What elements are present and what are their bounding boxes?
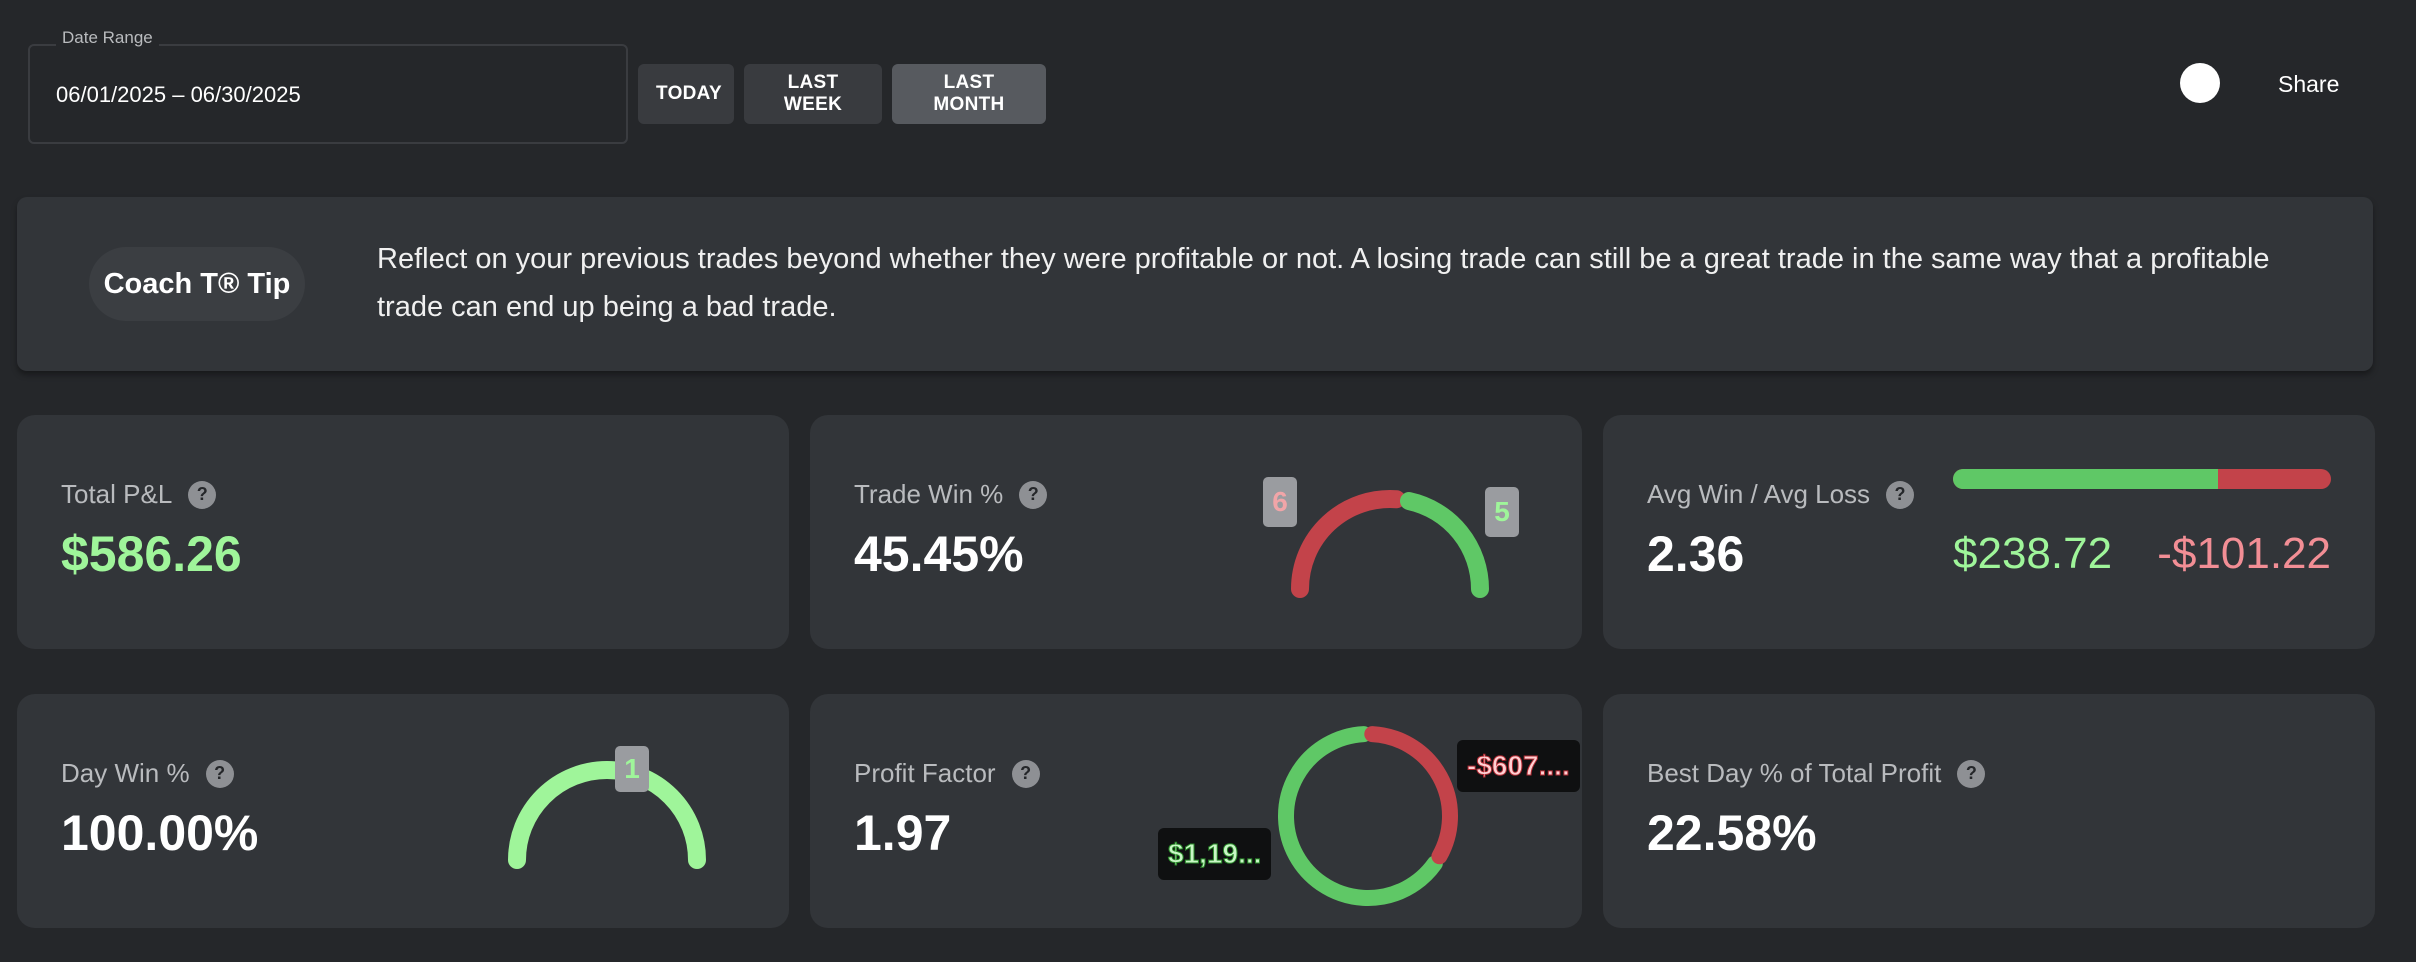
avg-win-loss-card: Avg Win / Avg Loss ? 2.36 $238.72 -$101.… bbox=[1603, 415, 2375, 649]
coach-tip-banner: Coach T® Tip Reflect on your previous tr… bbox=[17, 197, 2373, 371]
trade-win-arc bbox=[1400, 492, 1489, 598]
day-win-arc bbox=[508, 761, 706, 869]
coach-tip-text: Reflect on your previous trades beyond w… bbox=[377, 243, 2270, 323]
trade-win-gauge bbox=[1291, 490, 1489, 598]
date-range-value: 06/01/2025 – 06/30/2025 bbox=[56, 82, 301, 107]
today-button[interactable]: TODAY bbox=[638, 64, 734, 124]
profit-factor-donut bbox=[1278, 726, 1458, 906]
date-range-label: Date Range bbox=[56, 28, 159, 48]
avg-win-loss-label: Avg Win / Avg Loss ? bbox=[1647, 479, 1915, 510]
total-pnl-label: Total P&L ? bbox=[61, 479, 217, 510]
date-range-field[interactable]: Date Range 06/01/2025 – 06/30/2025 bbox=[28, 28, 628, 144]
avg-win-loss-label-text: Avg Win / Avg Loss bbox=[1647, 479, 1871, 509]
gross-loss-tooltip: -$607.... bbox=[1457, 740, 1580, 792]
help-icon[interactable]: ? bbox=[1011, 759, 1040, 788]
win-loss-ratio-bar bbox=[1953, 469, 2331, 489]
total-pnl-label-text: Total P&L bbox=[61, 479, 173, 509]
win-ratio-fill bbox=[1953, 469, 2218, 489]
day-win-gauge bbox=[508, 761, 706, 869]
profit-factor-label: Profit Factor ? bbox=[854, 758, 1040, 789]
profit-factor-value: 1.97 bbox=[854, 805, 952, 861]
theme-toggle[interactable] bbox=[2180, 63, 2220, 103]
trade-win-label-text: Trade Win % bbox=[854, 479, 1004, 509]
trade-win-card: Trade Win % ? 45.45% 6 5 bbox=[810, 415, 1582, 649]
trade-loss-count-badge: 6 bbox=[1263, 477, 1297, 527]
last-month-button[interactable]: LAST MONTH bbox=[892, 64, 1046, 124]
gross-loss-arc bbox=[1364, 726, 1458, 865]
day-win-count-badge: 1 bbox=[615, 746, 649, 792]
total-pnl-card: Total P&L ? $586.26 bbox=[17, 415, 789, 649]
avg-win-value: $238.72 bbox=[1953, 529, 2113, 578]
trade-win-label: Trade Win % ? bbox=[854, 479, 1048, 510]
gross-profit-tooltip: $1,19... bbox=[1158, 828, 1272, 880]
day-win-value: 100.00% bbox=[61, 805, 259, 861]
profit-factor-label-text: Profit Factor bbox=[854, 758, 996, 788]
help-icon[interactable]: ? bbox=[1019, 480, 1048, 509]
trade-win-value: 45.45% bbox=[854, 526, 1024, 582]
avg-loss-value: -$101.22 bbox=[2157, 529, 2331, 578]
help-icon[interactable]: ? bbox=[1886, 480, 1915, 509]
trade-win-count-badge: 5 bbox=[1485, 487, 1519, 537]
help-icon[interactable]: ? bbox=[188, 480, 217, 509]
profit-factor-card: Profit Factor ? 1.97 $1,19... -$607.... bbox=[810, 694, 1582, 928]
day-win-card: Day Win % ? 100.00% 1 bbox=[17, 694, 789, 928]
avg-win-loss-value: 2.36 bbox=[1647, 526, 1745, 582]
last-week-button[interactable]: LAST WEEK bbox=[744, 64, 882, 124]
best-day-card: Best Day % of Total Profit ? 22.58% bbox=[1603, 694, 2375, 928]
trade-loss-arc bbox=[1291, 490, 1406, 598]
share-button[interactable]: Share bbox=[2258, 64, 2359, 104]
coach-tip-badge: Coach T® Tip bbox=[89, 247, 305, 321]
best-day-value: 22.58% bbox=[1647, 805, 1817, 861]
gross-profit-arc bbox=[1278, 726, 1443, 906]
total-pnl-value: $586.26 bbox=[61, 526, 242, 582]
help-icon[interactable]: ? bbox=[205, 759, 234, 788]
day-win-label: Day Win % ? bbox=[61, 758, 234, 789]
best-day-label-text: Best Day % of Total Profit bbox=[1647, 758, 1942, 788]
help-icon[interactable]: ? bbox=[1957, 759, 1986, 788]
best-day-label: Best Day % of Total Profit ? bbox=[1647, 758, 1986, 789]
day-win-label-text: Day Win % bbox=[61, 758, 190, 788]
